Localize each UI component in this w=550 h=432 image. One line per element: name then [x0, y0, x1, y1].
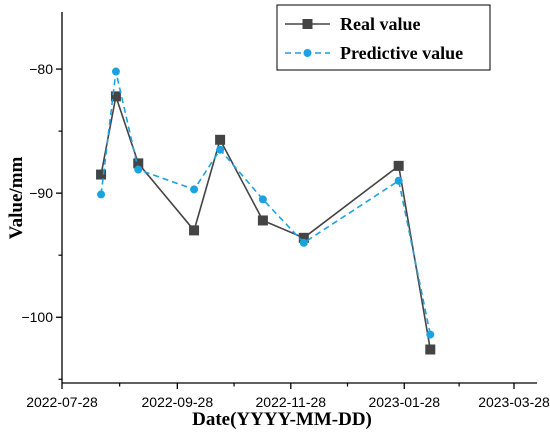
data-point: [425, 344, 436, 355]
legend-label: Real value: [340, 14, 421, 34]
x-tick-label: 2023-03-28: [478, 394, 550, 410]
series-layer: [96, 67, 436, 355]
legend-entry: Predictive value: [285, 43, 463, 63]
x-tick-label: 2022-09-28: [142, 394, 214, 410]
data-point: [258, 195, 267, 204]
data-point: [134, 165, 143, 174]
legend-marker: [302, 19, 313, 29]
legend-label: Predictive value: [340, 43, 463, 63]
y-ticks: −80 −90 −100: [21, 61, 62, 380]
y-axis-title: Value/mm: [6, 156, 27, 239]
data-point: [190, 185, 199, 194]
x-tick-label: 2023-01-28: [368, 394, 440, 410]
legend: Real value Predictive value: [276, 4, 491, 71]
data-point: [215, 134, 226, 145]
data-point: [299, 238, 308, 247]
data-point: [426, 330, 435, 339]
data-point: [298, 232, 309, 243]
data-point: [216, 145, 225, 154]
legend-box: [276, 4, 491, 71]
data-point: [133, 158, 144, 169]
data-point: [189, 225, 200, 236]
data-point: [96, 169, 107, 180]
y-tick-label: −90: [29, 185, 53, 201]
data-point: [97, 190, 106, 199]
axes: [61, 12, 537, 384]
data-point: [393, 160, 404, 171]
data-point: [110, 91, 121, 102]
x-ticks: 2022-07-28 2022-09-28 2022-11-28 2023-01-28…: [26, 383, 550, 410]
data-point: [257, 215, 268, 226]
legend-entry: Real value: [285, 14, 421, 34]
x-axis-title: Date(YYYY-MM-DD): [192, 409, 372, 430]
data-point: [111, 67, 120, 76]
y-tick-label: −80: [29, 61, 53, 77]
data-point: [394, 176, 403, 185]
series-real-value: [96, 91, 436, 355]
series-predictive-value: [97, 67, 435, 339]
legend-marker: [303, 49, 312, 57]
y-tick-label: −100: [21, 309, 53, 325]
x-tick-label: 2022-07-28: [26, 394, 98, 410]
x-tick-label: 2022-11-28: [256, 394, 327, 410]
